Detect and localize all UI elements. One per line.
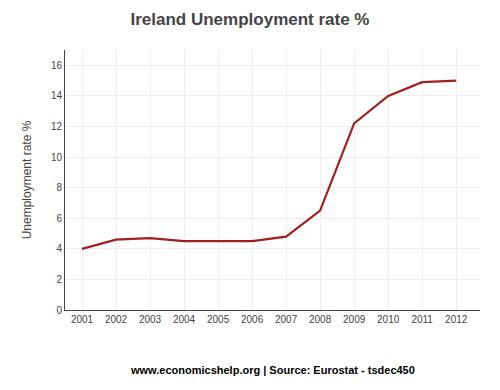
- svg-text:www.economicshelp.org | Source: www.economicshelp.org | Source: Eurostat…: [130, 364, 415, 376]
- svg-text:14: 14: [51, 90, 63, 101]
- svg-text:2: 2: [56, 274, 62, 285]
- svg-text:2008: 2008: [309, 314, 332, 325]
- svg-text:2010: 2010: [377, 314, 400, 325]
- svg-text:2011: 2011: [411, 314, 433, 325]
- svg-text:6: 6: [56, 213, 62, 224]
- svg-text:2009: 2009: [343, 314, 366, 325]
- svg-text:2005: 2005: [207, 314, 230, 325]
- svg-text:Unemployment rate %: Unemployment rate %: [20, 120, 34, 239]
- svg-text:Ireland Unemployment rate %: Ireland Unemployment rate %: [130, 10, 369, 29]
- svg-text:4: 4: [56, 243, 62, 254]
- svg-text:2001: 2001: [71, 314, 94, 325]
- svg-text:10: 10: [51, 152, 63, 163]
- svg-text:0: 0: [56, 305, 62, 316]
- svg-text:8: 8: [56, 182, 62, 193]
- svg-text:12: 12: [51, 121, 63, 132]
- svg-text:2003: 2003: [139, 314, 162, 325]
- svg-text:2004: 2004: [173, 314, 196, 325]
- svg-text:2006: 2006: [241, 314, 264, 325]
- svg-text:2002: 2002: [105, 314, 128, 325]
- svg-text:2012: 2012: [445, 314, 468, 325]
- svg-text:2007: 2007: [275, 314, 298, 325]
- svg-text:16: 16: [51, 60, 63, 71]
